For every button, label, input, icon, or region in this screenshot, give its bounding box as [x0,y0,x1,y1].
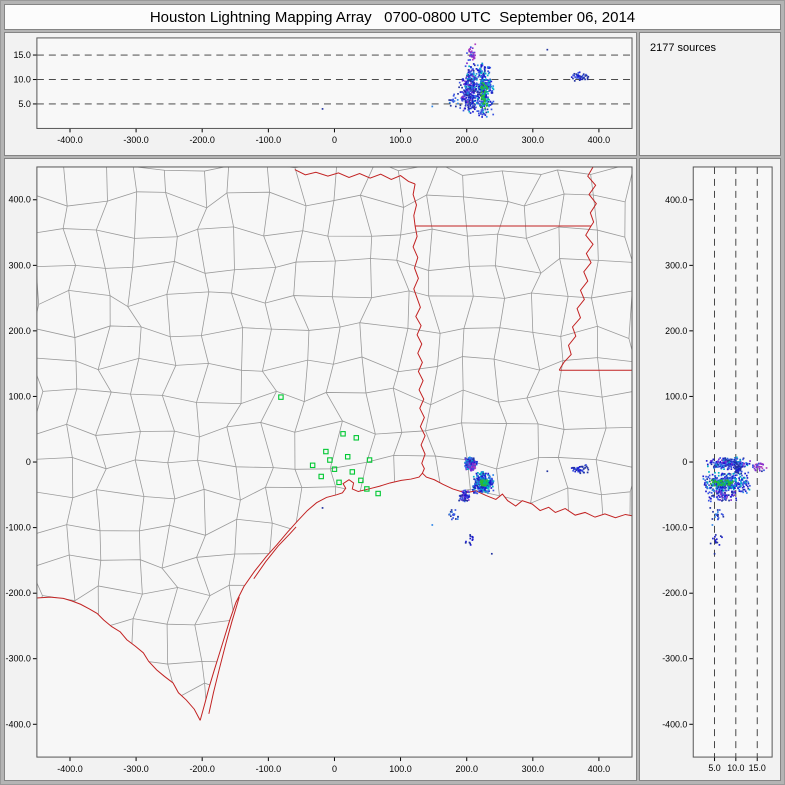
lightning-sources-ew-alt [321,43,590,118]
svg-text:200.0: 200.0 [456,764,478,774]
svg-text:100.0: 100.0 [8,391,30,401]
svg-text:100.0: 100.0 [389,764,411,774]
svg-text:400.0: 400.0 [588,135,610,145]
svg-text:400.0: 400.0 [665,195,687,205]
sources-count-label: 2177 sources [650,42,717,54]
altitude-ns-plot: 5.0 10.0 15.0 400.0 300.0 200.0 100.0 0 -100.0 -2… [662,166,773,773]
svg-text:-200.0: -200.0 [662,588,687,598]
page-title: Houston Lightning Mapping Array 0700-080… [4,4,781,30]
svg-text:-400.0: -400.0 [57,764,82,774]
lightning-sources-plan [321,456,590,555]
svg-text:-100.0: -100.0 [662,523,687,533]
svg-text:400.0: 400.0 [8,195,30,205]
plan-view-map-panel: -400.0 -300.0 -200.0 -100.0 0 100.0 200.0 300.0… [4,158,637,781]
svg-text:0: 0 [26,457,31,467]
svg-text:400.0: 400.0 [588,764,610,774]
svg-text:200.0: 200.0 [456,135,478,145]
svg-text:5.0: 5.0 [18,99,31,109]
state-borders-coastline [36,166,633,721]
lightning-sources-alt-ns [702,456,768,555]
svg-text:300.0: 300.0 [522,135,544,145]
svg-text:-300.0: -300.0 [5,654,30,664]
svg-text:15.0: 15.0 [13,50,30,60]
svg-text:-200.0: -200.0 [189,135,214,145]
svg-text:100.0: 100.0 [665,391,687,401]
svg-text:-200.0: -200.0 [5,588,30,598]
altitude-ns-panel: 5.0 10.0 15.0 400.0 300.0 200.0 100.0 0 -100.0 -2… [639,158,781,781]
svg-text:-400.0: -400.0 [5,719,30,729]
altitude-ew-panel: 5.0 10.0 15.0 -400.0 -300.0 -200.0 -100.0 0 100.… [4,32,637,156]
svg-text:100.0: 100.0 [389,135,411,145]
svg-text:0: 0 [682,457,687,467]
svg-text:-300.0: -300.0 [123,764,148,774]
plan-view-map-plot: -400.0 -300.0 -200.0 -100.0 0 100.0 200.0 300.0… [5,166,633,774]
svg-text:5.0: 5.0 [708,763,720,773]
svg-text:0: 0 [332,135,337,145]
svg-text:-400.0: -400.0 [662,719,687,729]
svg-text:-100.0: -100.0 [256,764,281,774]
svg-text:300.0: 300.0 [8,260,30,270]
svg-text:-400.0: -400.0 [57,135,82,145]
svg-text:-200.0: -200.0 [189,764,214,774]
svg-text:-100.0: -100.0 [256,135,281,145]
svg-text:10.0: 10.0 [13,75,30,85]
svg-text:200.0: 200.0 [8,326,30,336]
svg-text:-100.0: -100.0 [5,523,30,533]
svg-text:300.0: 300.0 [522,764,544,774]
station-markers [278,394,381,497]
svg-text:200.0: 200.0 [665,326,687,336]
svg-text:15.0: 15.0 [749,763,766,773]
svg-text:0: 0 [332,764,337,774]
svg-text:-300.0: -300.0 [662,654,687,664]
altitude-ew-plot: 5.0 10.0 15.0 -400.0 -300.0 -200.0 -100.0 0 100.… [13,37,633,145]
svg-text:10.0: 10.0 [727,763,744,773]
svg-text:-300.0: -300.0 [123,135,148,145]
sources-count-panel: 2177 sources [639,32,781,156]
svg-text:300.0: 300.0 [665,260,687,270]
